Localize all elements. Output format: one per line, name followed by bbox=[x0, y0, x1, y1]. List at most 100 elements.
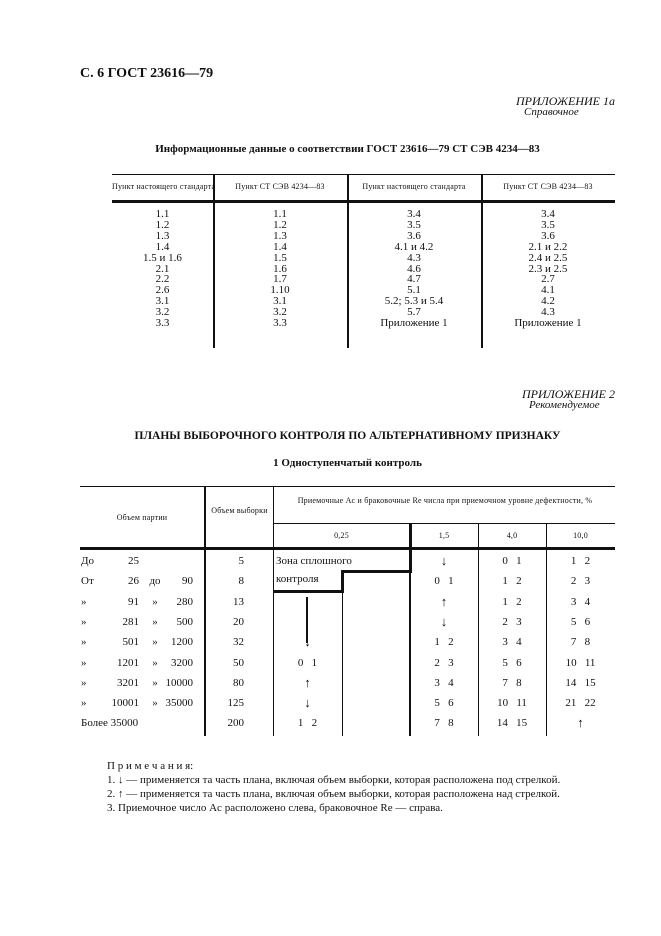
lot-to-word: » bbox=[152, 636, 158, 649]
table1-cell: 2.4 и 2.5 bbox=[528, 251, 568, 264]
lot-prefix: » bbox=[81, 676, 87, 689]
sample-size: 32 bbox=[233, 636, 244, 649]
lot-to-word: » bbox=[152, 697, 158, 710]
section-title: 1 Одноступенчатый контроль bbox=[273, 457, 422, 469]
lot-to-word: » bbox=[152, 676, 158, 689]
header-lot-size: Объем партии bbox=[116, 513, 168, 522]
value-1-5: 2 3 bbox=[434, 656, 454, 669]
value-10-0: 7 8 bbox=[570, 636, 591, 649]
value-0-25: ↑ bbox=[304, 674, 311, 690]
table1-cell: 2.7 bbox=[541, 273, 555, 286]
lot-prefix: » bbox=[81, 595, 87, 608]
note-2: 2. ↑ — применяется та часть плана, включ… bbox=[107, 788, 560, 800]
table1-cell: 1.7 bbox=[273, 273, 287, 286]
table1-cell: 3.3 bbox=[273, 317, 287, 329]
lot-to-word: » bbox=[152, 615, 158, 628]
value-1-5: ↑ bbox=[440, 593, 448, 609]
lot-to-word: » bbox=[152, 656, 158, 669]
table1-cell: 5.1 bbox=[407, 284, 421, 297]
appendix2-title: ПРИЛОЖЕНИЕ 2 bbox=[522, 387, 615, 401]
zone-boundary bbox=[273, 590, 344, 593]
value-1-5: 3 4 bbox=[434, 676, 454, 689]
table2-column-rule bbox=[273, 486, 274, 736]
zone-boundary bbox=[341, 570, 344, 593]
table1-cell: 1.1 bbox=[273, 208, 287, 220]
value-10-0: 21 22 bbox=[565, 697, 596, 710]
value-0-25: 1 2 bbox=[297, 717, 318, 730]
lot-from: 281 bbox=[122, 615, 140, 628]
notes-title: П р и м е ч а н и я: bbox=[107, 760, 194, 772]
table1-cell: 2.6 bbox=[155, 284, 170, 297]
value-1-5: 7 8 bbox=[434, 717, 454, 730]
table1-cell: Приложение 1 bbox=[514, 317, 582, 329]
table1-cell: 2.1 bbox=[155, 262, 170, 275]
value-10-0: 3 4 bbox=[570, 595, 591, 608]
table1-column-rule bbox=[481, 174, 483, 348]
value-1-5: 1 2 bbox=[434, 636, 454, 649]
table1-cell: 3.1 bbox=[155, 295, 170, 308]
table1-cell: 4.2 bbox=[541, 295, 555, 308]
table1-column-rule bbox=[347, 174, 349, 348]
table1-cell: 1.2 bbox=[273, 218, 287, 231]
table1-cell: 4.3 bbox=[407, 251, 421, 264]
lot-from: 25 bbox=[128, 555, 139, 567]
sample-size: 125 bbox=[227, 697, 245, 710]
table1-column-rule bbox=[213, 174, 215, 348]
table1-cell: 1.4 bbox=[273, 240, 287, 253]
lot-to: 280 bbox=[176, 595, 194, 608]
table1-cell: 5.7 bbox=[407, 306, 421, 319]
table2-column-rule bbox=[409, 573, 411, 736]
table2-column-rule bbox=[342, 593, 343, 736]
table1-cell: 3.4 bbox=[407, 208, 421, 220]
value-0-25: ↓ bbox=[304, 695, 311, 711]
header-acceptance-levels: Приемочные Ac и браковочные Re числа при… bbox=[297, 496, 593, 505]
table1-cell: 1.6 bbox=[273, 262, 287, 275]
table1-cell: 3.5 bbox=[541, 218, 555, 231]
table1-cell: 4.7 bbox=[407, 273, 421, 286]
lot-to: 10000 bbox=[165, 676, 194, 689]
table1-header: Пункт настоящего стандарта bbox=[362, 182, 466, 191]
value-10-0: 5 6 bbox=[570, 615, 591, 628]
note-1: 1. ↓ — применяется та часть плана, включ… bbox=[107, 774, 561, 786]
table1-cell: 3.6 bbox=[407, 229, 421, 242]
lot-prefix: Более 35000 bbox=[81, 717, 139, 730]
lot-to: 3200 bbox=[171, 656, 193, 669]
level-header-0: 0,25 bbox=[334, 531, 349, 540]
lot-from: 91 bbox=[128, 595, 139, 608]
sample-size: 50 bbox=[233, 656, 244, 669]
value-1-5: ↓ bbox=[440, 553, 448, 568]
value-1-5: ↓ bbox=[440, 613, 448, 629]
table1-header: Пункт настоящего стандарта bbox=[112, 182, 216, 191]
lot-from: 3201 bbox=[117, 676, 139, 689]
table1-cell: 3.5 bbox=[407, 218, 421, 231]
table1-cell: 2.1 и 2.2 bbox=[528, 240, 568, 253]
note-3: 3. Приемочное число Ac расположено слева… bbox=[107, 802, 443, 814]
value-0-25: 0 1 bbox=[297, 656, 318, 669]
value-10-0: 1 2 bbox=[570, 555, 591, 567]
appendix1-title: ПРИЛОЖЕНИЕ 1а bbox=[516, 94, 615, 108]
lot-prefix: До bbox=[81, 555, 95, 567]
sample-size: 13 bbox=[233, 595, 244, 608]
table1-cell: 2.2 bbox=[155, 273, 170, 286]
table2-column-rule bbox=[204, 486, 206, 736]
value-4-0: 10 11 bbox=[497, 697, 527, 710]
level-header-3: 10,0 bbox=[573, 531, 588, 540]
lot-prefix: » bbox=[81, 636, 87, 649]
value-4-0: 2 3 bbox=[502, 615, 522, 628]
zone-label: контроля bbox=[276, 573, 319, 585]
sample-size: 8 bbox=[238, 575, 245, 588]
appendix2-heading: ПЛАНЫ ВЫБОРОЧНОГО КОНТРОЛЯ ПО АЛЬТЕРНАТИ… bbox=[134, 430, 561, 442]
lot-from: 26 bbox=[128, 575, 139, 588]
table1-header: Пункт СТ СЭВ 4234—83 bbox=[235, 182, 325, 191]
table1-cell: 1.2 bbox=[155, 218, 170, 231]
table1-top-rule bbox=[112, 174, 615, 175]
table1-cell: 3.2 bbox=[155, 306, 170, 319]
value-4-0: 14 15 bbox=[496, 717, 528, 730]
page-header: С. 6 ГОСТ 23616—79 bbox=[80, 66, 214, 81]
table1-cell: 2.3 и 2.5 bbox=[528, 262, 568, 275]
table1-cell: 1.5 bbox=[273, 251, 287, 264]
value-1-5: 0 1 bbox=[434, 575, 454, 588]
sample-size: 80 bbox=[233, 676, 244, 689]
table1-cell: 1.4 bbox=[155, 240, 170, 253]
value-10-0: 2 3 bbox=[570, 575, 591, 588]
